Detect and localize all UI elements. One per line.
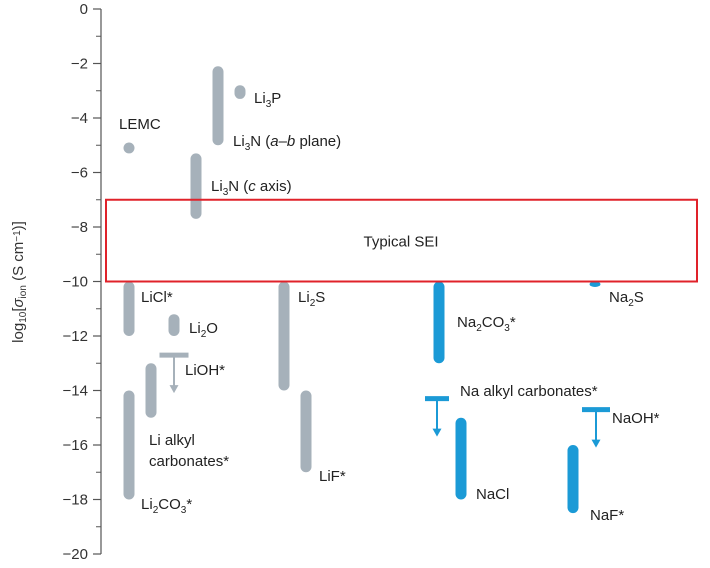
range-label-li3n-c: Li3N (c axis) (211, 178, 292, 198)
range-bar-na2co3 (433, 281, 445, 364)
range-label-li-alkyl-carbonates: carbonates* (149, 453, 229, 470)
range-bar-li2s (278, 281, 290, 391)
range-label-lemc: LEMC (119, 116, 161, 133)
range-label-li-alkyl-carbonates: Li alkyl (149, 432, 195, 449)
y-tick-label: −18 (63, 492, 88, 509)
range-bar-lemc (123, 142, 135, 154)
range-bar-licl (123, 281, 135, 336)
range-bars (123, 66, 610, 514)
y-tick-label: −10 (63, 274, 88, 291)
range-label-li3p: Li3P (254, 90, 281, 110)
range-label-li2s: Li2S (298, 289, 325, 309)
range-bar-naf (567, 445, 579, 514)
range-label-na-alkyl-carbonates: Na alkyl carbonates* (460, 383, 598, 400)
y-tick-label: −20 (63, 546, 88, 563)
range-bar-li3p (234, 85, 246, 99)
y-tick-label: −14 (63, 383, 88, 400)
range-label-licl: LiCl* (141, 289, 173, 306)
range-bar-li2o (168, 314, 180, 336)
y-tick-label: −2 (71, 56, 88, 73)
y-tick-label: −4 (71, 110, 88, 127)
range-bar-nacl (455, 417, 467, 500)
range-label-lioh: LiOH* (185, 362, 225, 379)
y-tick-label: −8 (71, 219, 88, 236)
range-labels: LEMC Li3P Li3N (a–b plane) Li3N (c axis) LiC… (119, 90, 660, 524)
range-bar-lif (300, 390, 312, 473)
range-bar-li3n-c (190, 153, 202, 219)
y-tick-label: −12 (63, 328, 88, 345)
y-tick-label: −6 (71, 165, 88, 182)
range-label-lif: LiF* (319, 468, 346, 485)
down-arrow-head-naoh (591, 439, 601, 448)
range-label-na2co3: Na2CO3* (457, 314, 516, 334)
range-label-naoh: NaOH* (612, 410, 660, 427)
range-label-li3n-ab: Li3N (a–b plane) (233, 133, 341, 153)
range-label-naf: NaF* (590, 507, 624, 524)
y-axis-title: log10[σion (S cm−1)] (10, 221, 29, 343)
sei-band: Typical SEI (105, 198, 698, 283)
sei-band-box (105, 198, 698, 283)
y-axis-label: log10[σion (S cm−1)] (10, 221, 29, 343)
range-bar-na2s (589, 281, 601, 287)
range-label-li2o: Li2O (189, 320, 218, 340)
range-bar-li2co3 (123, 390, 135, 500)
range-bar-li-alkyl-carbonates (145, 363, 157, 418)
down-arrow-head-na-alkyl-carbonates (432, 428, 442, 437)
range-label-nacl: NaCl (476, 486, 509, 503)
range-label-li2co3: Li2CO3* (141, 496, 192, 516)
range-label-na2s: Na2S (609, 289, 644, 309)
sei-band-label: Typical SEI (363, 234, 438, 251)
y-tick-label: 0 (80, 1, 88, 18)
down-arrow-head-lioh (169, 385, 179, 394)
range-bar-li3n-ab (212, 66, 224, 146)
y-tick-label: −16 (63, 437, 88, 454)
y-axis: 0 −2 −4 −6 −8 −10 −12 −14 −16 −18 −20 (63, 1, 102, 563)
